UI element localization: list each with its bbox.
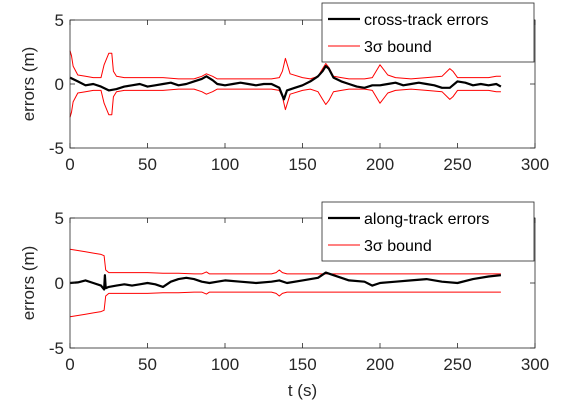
series-group — [69, 50, 502, 118]
x-tick-label: 300 — [521, 355, 549, 374]
series-line-1 — [69, 64, 502, 101]
x-tick-label: 250 — [443, 155, 471, 174]
y-tick-label: -5 — [49, 139, 64, 158]
y-tick-label: -5 — [49, 339, 64, 358]
x-tick-label: 150 — [288, 155, 316, 174]
x-tick-label: 300 — [521, 155, 549, 174]
series-group — [69, 248, 502, 318]
x-axis-label: t (s) — [288, 381, 317, 400]
y-tick-label: 0 — [55, 274, 64, 293]
x-tick-label: 100 — [211, 155, 239, 174]
x-tick-label: 100 — [211, 355, 239, 374]
y-tick-label: 5 — [55, 11, 64, 30]
legend: along-track errors 3σ bound — [321, 201, 535, 262]
series-line-2-lower — [69, 291, 501, 318]
series-line-2-lower — [69, 88, 501, 118]
legend-box — [321, 201, 535, 262]
x-tick-label: 250 — [443, 355, 471, 374]
x-tick-label: 0 — [65, 155, 74, 174]
series-line-2-upper — [69, 50, 501, 80]
x-tick-label: 0 — [65, 355, 74, 374]
x-tick-label: 200 — [366, 155, 394, 174]
legend-box — [321, 2, 535, 63]
x-tick-label: 50 — [138, 355, 157, 374]
series-line-2-upper — [69, 248, 501, 275]
x-tick-label: 200 — [366, 355, 394, 374]
x-tick-label: 50 — [138, 155, 157, 174]
y-axis-label: errors (m) — [19, 246, 38, 321]
legend-label-2: 3σ bound — [364, 238, 432, 255]
legend-label-1: cross-track errors — [364, 12, 488, 29]
y-tick-label: 5 — [55, 209, 64, 228]
y-tick-label: 0 — [55, 75, 64, 94]
x-tick-label: 150 — [288, 355, 316, 374]
series-line-1 — [69, 271, 502, 291]
legend: cross-track errors 3σ bound — [321, 2, 535, 63]
legend-label-2: 3σ bound — [364, 39, 432, 56]
y-axis-label: errors (m) — [19, 47, 38, 122]
legend-label-1: along-track errors — [364, 211, 489, 228]
